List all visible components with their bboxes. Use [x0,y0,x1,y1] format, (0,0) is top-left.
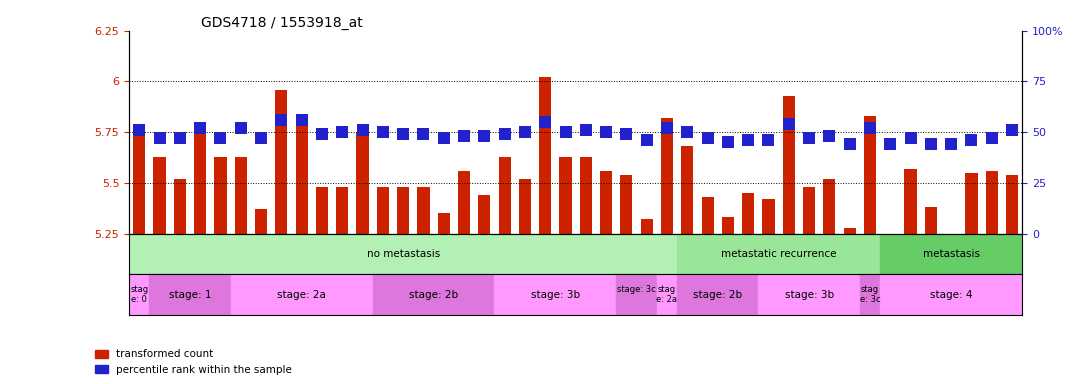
Bar [924,207,937,234]
Bar [640,220,653,234]
Bar [782,96,795,234]
Bar [417,187,429,234]
Bar [519,179,530,234]
Bar [880,234,1022,274]
Bar [372,274,495,315]
Bar [275,89,287,234]
Bar [336,187,349,234]
Text: stage: 3b: stage: 3b [530,290,580,300]
Bar [539,78,551,234]
Bar [255,209,267,234]
Text: stag
e: 3c: stag e: 3c [860,285,880,304]
Text: stag
e: 0: stag e: 0 [130,285,148,304]
Bar [742,193,754,234]
Bar [823,179,835,234]
Bar [1006,175,1018,234]
Bar [661,118,674,234]
Bar [759,274,860,315]
Bar [194,122,207,234]
Bar [702,197,713,234]
Text: metastatic recurrence: metastatic recurrence [721,249,836,259]
Bar [133,126,145,234]
Text: stag
e: 2a: stag e: 2a [656,285,678,304]
Bar [560,157,571,234]
Text: stage: 3c: stage: 3c [618,285,656,304]
Bar [803,187,816,234]
Bar [129,234,677,274]
Bar [844,228,855,234]
Text: metastasis: metastasis [922,249,979,259]
Bar [965,173,977,234]
Bar [620,175,633,234]
Bar [129,274,150,315]
Bar [214,157,227,234]
Bar [498,157,511,234]
Bar [656,274,677,315]
Text: stage: 1: stage: 1 [169,290,211,300]
Text: GDS4718 / 1553918_at: GDS4718 / 1553918_at [200,16,363,30]
Bar [458,171,470,234]
Bar [617,274,656,315]
Bar [495,274,617,315]
Bar [722,217,734,234]
Bar [438,214,450,234]
Bar [356,132,369,234]
Bar [580,157,592,234]
Bar [150,274,230,315]
Bar [377,187,388,234]
Bar [154,157,166,234]
Bar [235,157,246,234]
Text: stage: 4: stage: 4 [930,290,973,300]
Bar [677,274,759,315]
Text: stage: 2b: stage: 2b [693,290,742,300]
Bar [677,234,880,274]
Bar [860,274,880,315]
Bar [681,146,693,234]
Bar [478,195,491,234]
Bar [230,274,372,315]
Bar [905,169,917,234]
Text: stage: 2a: stage: 2a [278,290,326,300]
Bar [397,187,409,234]
Bar [986,171,997,234]
Bar [296,122,308,234]
Bar [763,199,775,234]
Bar [600,171,612,234]
Legend: transformed count, percentile rank within the sample: transformed count, percentile rank withi… [91,345,296,379]
Bar [864,116,876,234]
Bar [316,187,328,234]
Bar [880,274,1022,315]
Text: no metastasis: no metastasis [367,249,440,259]
Text: stage: 3b: stage: 3b [784,290,834,300]
Text: stage: 2b: stage: 2b [409,290,458,300]
Bar [174,179,186,234]
